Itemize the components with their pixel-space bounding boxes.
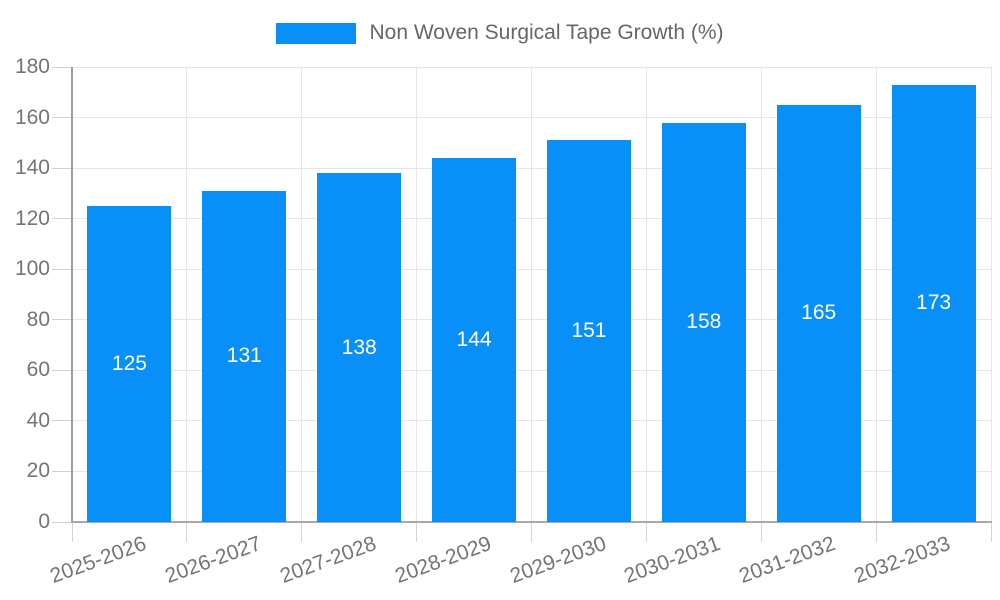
bar: 173	[891, 84, 976, 522]
gridline-vertical	[531, 67, 532, 522]
bar-value-label: 151	[571, 319, 607, 343]
x-axis-label: 2028-2029	[391, 532, 494, 588]
bar-value-label: 173	[916, 291, 952, 315]
y-axis-label: 180	[14, 55, 50, 78]
gridline-vertical	[645, 67, 647, 522]
y-axis-label: 20	[26, 459, 50, 483]
legend-item[interactable]: Non Woven Surgical Tape Growth (%)	[276, 21, 724, 45]
y-axis-tick	[52, 167, 72, 169]
x-axis-label: 2032-2033	[851, 532, 954, 588]
gridline-vertical	[186, 67, 188, 522]
gridline-vertical	[875, 67, 877, 522]
x-axis-label: 2027-2028	[276, 532, 380, 588]
y-axis-tick	[52, 521, 72, 523]
y-axis-label: 60	[26, 358, 50, 382]
y-axis-line	[71, 67, 73, 522]
x-axis-tick	[301, 522, 303, 542]
x-axis-tick	[990, 522, 992, 542]
y-axis-tick	[52, 420, 72, 422]
x-axis-tick	[186, 522, 188, 542]
x-axis-tick	[645, 522, 647, 542]
y-axis-label: 100	[14, 257, 50, 281]
y-axis-tick	[52, 470, 72, 472]
bar: 125	[87, 206, 172, 522]
legend-color-swatch-icon	[276, 22, 357, 44]
legend-label: Non Woven Surgical Tape Growth (%)	[369, 21, 724, 44]
gridline-vertical	[760, 67, 762, 522]
y-axis-label: 140	[14, 156, 50, 180]
bar: 158	[661, 122, 746, 522]
gridline-vertical	[416, 67, 418, 522]
x-axis-tick	[531, 522, 532, 542]
bar-value-label: 138	[341, 335, 377, 359]
x-axis-label: 2026-2027	[161, 532, 265, 588]
bar-value-label: 165	[801, 301, 837, 325]
gridline-vertical	[990, 67, 992, 522]
gridline-vertical	[301, 67, 303, 522]
x-axis-label: 2031-2032	[736, 532, 839, 588]
y-axis-label: 80	[26, 307, 50, 331]
x-axis-tick	[875, 522, 877, 542]
bar: 131	[202, 190, 287, 522]
y-axis-tick	[52, 218, 72, 220]
y-axis-tick	[52, 319, 72, 321]
y-axis-label: 120	[14, 206, 50, 230]
bar-value-label: 158	[686, 310, 722, 334]
bar-value-label: 131	[226, 344, 262, 368]
x-axis-label: 2025-2026	[47, 532, 150, 588]
y-axis-tick	[52, 117, 72, 119]
bar: 138	[317, 173, 402, 522]
y-axis-label: 0	[38, 510, 50, 533]
x-axis-line	[71, 521, 992, 523]
bar: 165	[776, 104, 861, 522]
legend: Non Woven Surgical Tape Growth (%)	[0, 21, 1000, 45]
x-axis-label: 2029-2030	[506, 532, 609, 588]
x-axis-tick	[416, 522, 418, 542]
y-axis-tick	[52, 66, 72, 68]
bar: 144	[432, 158, 517, 522]
bar: 151	[546, 140, 631, 522]
y-axis-tick	[52, 268, 72, 270]
x-axis-tick	[760, 522, 762, 542]
bar-value-label: 144	[456, 328, 492, 351]
x-axis-label: 2030-2031	[621, 532, 724, 588]
y-axis-tick	[52, 369, 72, 371]
bar-value-label: 125	[111, 352, 147, 375]
y-axis-label: 40	[26, 408, 50, 432]
x-axis-tick	[71, 522, 73, 542]
y-axis-label: 160	[14, 105, 50, 129]
